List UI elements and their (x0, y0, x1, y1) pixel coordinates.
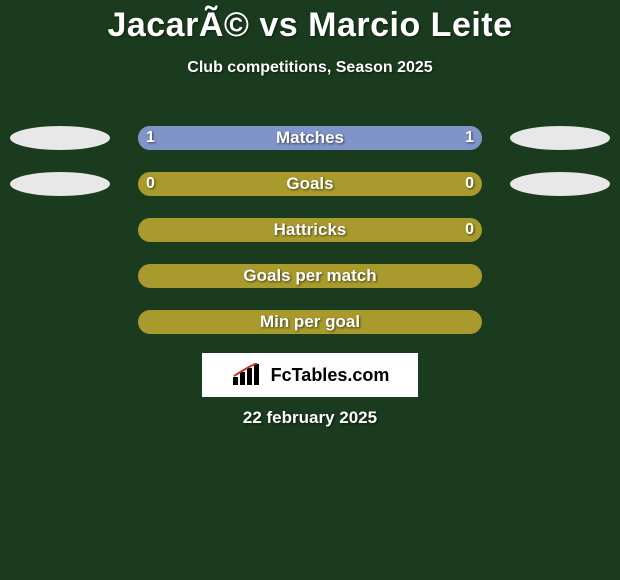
stat-bar (138, 310, 482, 334)
fctables-logo: FcTables.com (202, 353, 418, 397)
stat-bar (138, 172, 482, 196)
page-title: JacarÃ© vs Marcio Leite (0, 0, 620, 45)
stat-bar-left-fill (138, 126, 310, 150)
stat-bar-right-fill (310, 126, 482, 150)
stat-row: Min per goal (0, 310, 620, 356)
subtitle: Club competitions, Season 2025 (0, 59, 620, 77)
bars-icon (231, 363, 265, 387)
stat-row: Hattricks0 (0, 218, 620, 264)
stat-rows: Matches11Goals00Hattricks0Goals per matc… (0, 126, 620, 356)
stat-bar (138, 126, 482, 150)
left-ellipse (10, 126, 110, 150)
date-label: 22 february 2025 (0, 408, 620, 428)
stat-bar (138, 264, 482, 288)
stat-bar (138, 218, 482, 242)
right-ellipse (510, 172, 610, 196)
stat-row: Goals per match (0, 264, 620, 310)
left-ellipse (10, 172, 110, 196)
right-ellipse (510, 126, 610, 150)
logo-text: FcTables.com (271, 365, 390, 386)
